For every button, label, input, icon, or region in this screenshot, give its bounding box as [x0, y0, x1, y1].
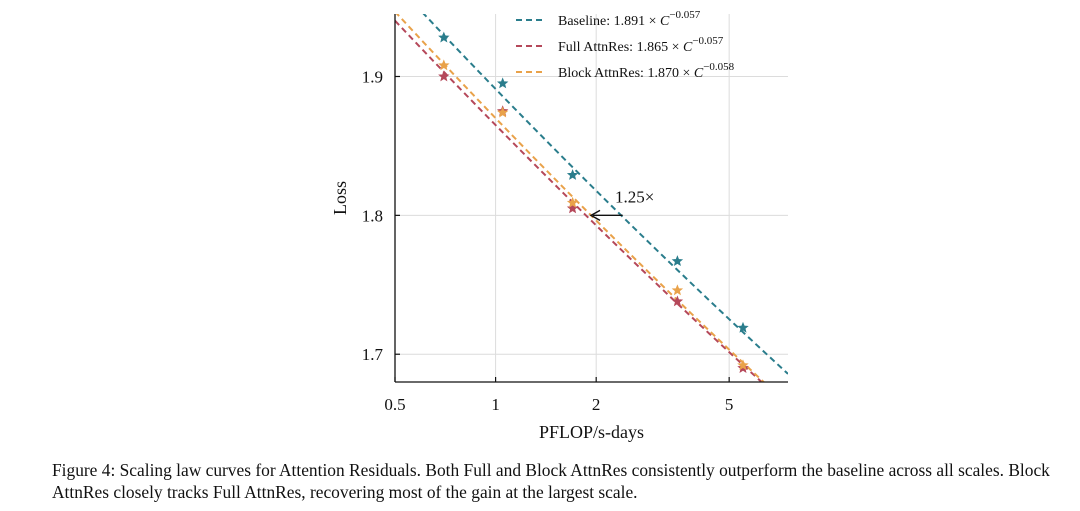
full-attnres-point	[671, 295, 684, 307]
annotation: 1.25×	[589, 187, 654, 221]
speedup-arrow-head	[589, 209, 601, 221]
baseline-point	[438, 31, 450, 43]
full-attnres-legend-label: Full AttnRes: 1.865 × C−0.057	[558, 35, 724, 55]
full-attnres-point	[438, 70, 450, 82]
x-tick-label: 1	[491, 395, 500, 414]
x-tick-label: 0.5	[384, 395, 405, 414]
y-tick-label: 1.8	[362, 206, 383, 225]
data-markers	[438, 31, 749, 373]
y-axis-title: Loss	[330, 181, 350, 215]
figure-caption: Figure 4: Scaling law curves for Attenti…	[52, 460, 1050, 502]
baseline-point	[737, 321, 749, 333]
block-attnres-point	[671, 284, 684, 296]
block-attnres-point	[496, 106, 509, 118]
legend: Baseline: 1.891 × C−0.057 Full AttnRes: 1…	[516, 9, 735, 81]
baseline-point	[671, 255, 684, 267]
scaling-law-chart: 0.5 1 2 5 1.7 1.8 1.9 PFLOP/s-days Loss Baseline…	[330, 9, 788, 442]
baseline-point	[566, 169, 579, 180]
block-attnres-point	[566, 196, 579, 208]
x-tick-label: 2	[592, 395, 601, 414]
x-axis-title: PFLOP/s-days	[539, 422, 644, 442]
baseline-legend-label: Baseline: 1.891 × C−0.057	[558, 9, 701, 29]
axes: 0.5 1 2 5 1.7 1.8 1.9 PFLOP/s-days Loss	[330, 14, 788, 442]
baseline-point	[496, 77, 509, 89]
y-tick-label: 1.9	[362, 67, 383, 86]
x-tick-label: 5	[725, 395, 734, 414]
block-attnres-point	[737, 359, 749, 371]
block-attnres-legend-label: Block AttnRes: 1.870 × C−0.058	[558, 61, 735, 81]
full-attnres-fit-line	[395, 20, 764, 382]
block-attnres-point	[438, 59, 450, 71]
y-tick-label: 1.7	[362, 345, 384, 364]
baseline-fit-line	[422, 14, 788, 375]
full-attnres-point	[566, 202, 579, 214]
speedup-label: 1.25×	[615, 187, 654, 206]
